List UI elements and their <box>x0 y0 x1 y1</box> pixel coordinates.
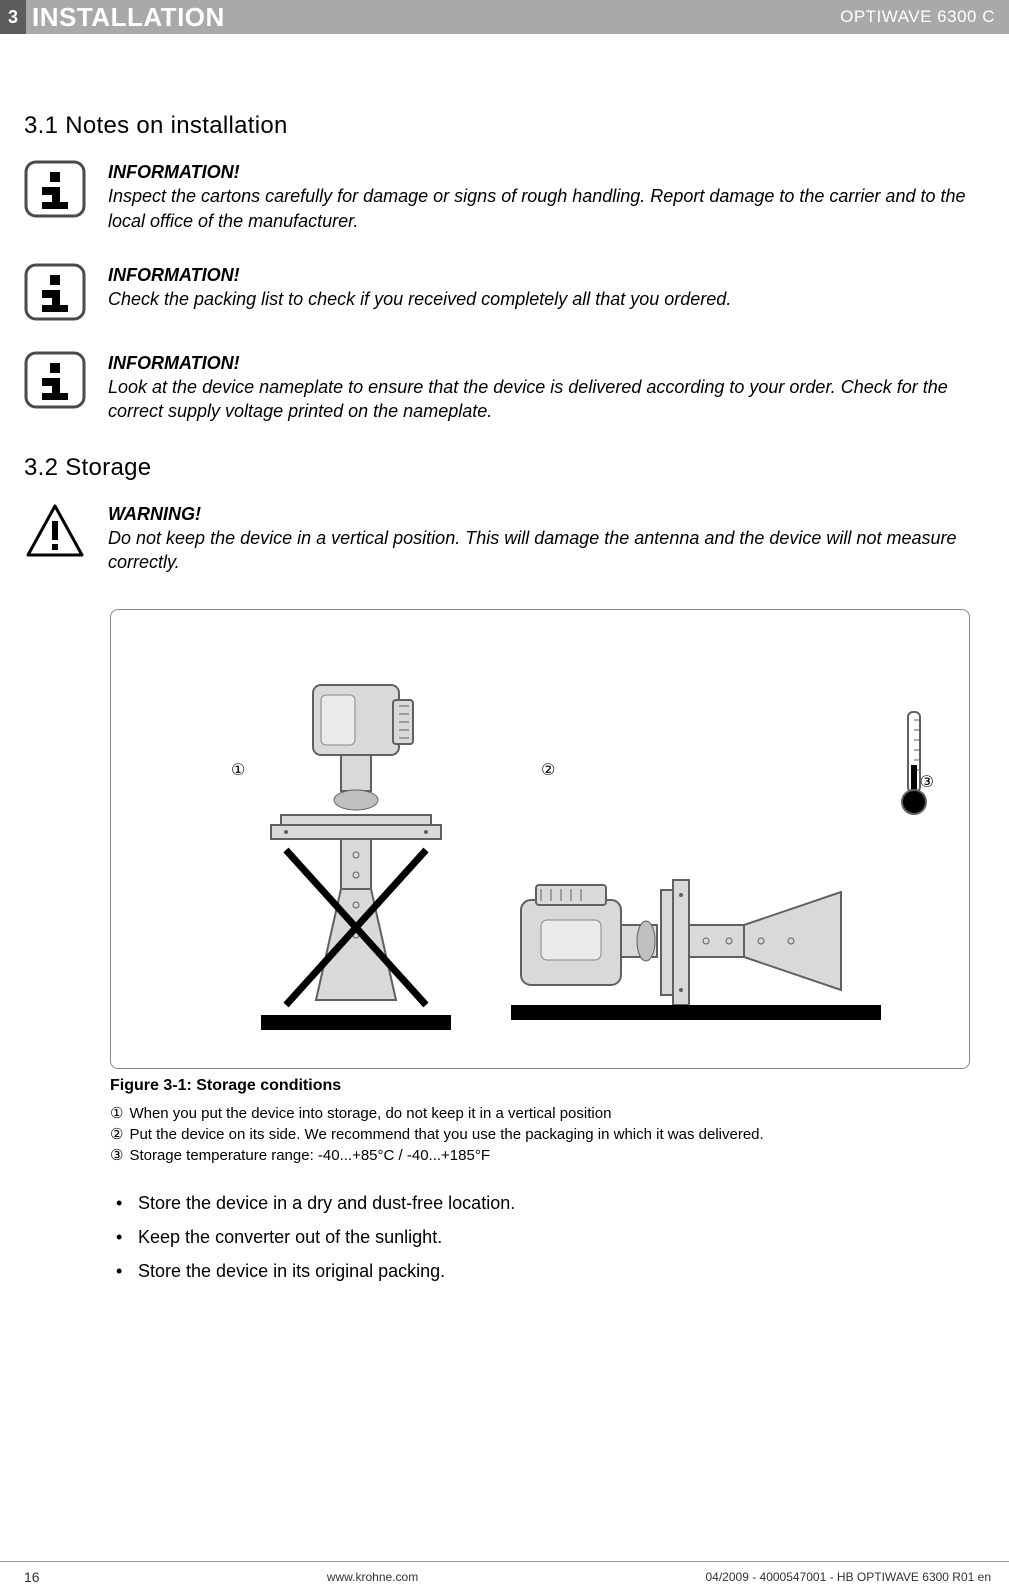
device-vertical-illustration <box>241 680 471 1055</box>
warning-note: WARNING! Do not keep the device in a ver… <box>24 502 979 575</box>
info-note-text: Check the packing list to check if you r… <box>108 287 979 311</box>
legend-item: ② Put the device on its side. We recomme… <box>110 1124 973 1145</box>
storage-bullet-list: Store the device in a dry and dust-free … <box>110 1186 979 1289</box>
legend-item: ① When you put the device into storage, … <box>110 1103 973 1124</box>
warning-note-text: Do not keep the device in a vertical pos… <box>108 526 979 575</box>
list-item: Store the device in a dry and dust-free … <box>110 1186 979 1220</box>
legend-num: ③ <box>110 1145 123 1166</box>
info-note-title: INFORMATION! <box>108 160 979 184</box>
info-note-title: INFORMATION! <box>108 263 979 287</box>
legend-text: Storage temperature range: -40...+85°C /… <box>129 1145 490 1166</box>
warning-note-body: WARNING! Do not keep the device in a ver… <box>108 502 979 575</box>
page-number: 16 <box>24 1569 40 1585</box>
legend-num: ② <box>110 1124 123 1145</box>
figure-box: ① ② ③ <box>110 609 970 1069</box>
warning-note-title: WARNING! <box>108 502 979 526</box>
warning-icon <box>24 502 86 560</box>
page-content: 3.1 Notes on installation INFORMATION! I… <box>0 112 1009 1288</box>
list-item: Keep the converter out of the sunlight. <box>110 1220 979 1254</box>
section-heading-3-1: 3.1 Notes on installation <box>24 112 979 140</box>
info-icon <box>24 351 86 409</box>
info-note-text: Look at the device nameplate to ensure t… <box>108 375 979 424</box>
page-header: 3 INSTALLATION OPTIWAVE 6300 C <box>0 0 1009 34</box>
header-left: 3 INSTALLATION <box>0 0 237 34</box>
info-note-body: INFORMATION! Look at the device nameplat… <box>108 351 979 424</box>
info-icon <box>24 263 86 321</box>
page-footer: 16 www.krohne.com 04/2009 - 4000547001 -… <box>0 1561 1009 1591</box>
info-note-body: INFORMATION! Check the packing list to c… <box>108 263 979 312</box>
figure-3-1: ① ② ③ <box>110 609 973 1166</box>
list-item: Store the device in its original packing… <box>110 1254 979 1288</box>
thermometer-icon <box>899 710 929 825</box>
info-note: INFORMATION! Inspect the cartons careful… <box>24 160 979 233</box>
info-note-body: INFORMATION! Inspect the cartons careful… <box>108 160 979 233</box>
legend-num: ① <box>110 1103 123 1124</box>
product-name: OPTIWAVE 6300 C <box>826 0 1009 34</box>
chapter-number: 3 <box>0 0 26 34</box>
info-note-title: INFORMATION! <box>108 351 979 375</box>
legend-text: When you put the device into storage, do… <box>129 1103 611 1124</box>
figure-legend: ① When you put the device into storage, … <box>110 1103 973 1166</box>
device-horizontal-illustration <box>511 840 891 1045</box>
info-note-text: Inspect the cartons carefully for damage… <box>108 184 979 233</box>
header-fill <box>237 0 826 34</box>
footer-docref: 04/2009 - 4000547001 - HB OPTIWAVE 6300 … <box>705 1570 991 1584</box>
info-note: INFORMATION! Look at the device nameplat… <box>24 351 979 424</box>
callout-2: ② <box>541 760 555 780</box>
footer-website: www.krohne.com <box>327 1570 418 1584</box>
figure-caption: Figure 3-1: Storage conditions <box>110 1077 973 1095</box>
section-heading-3-2: 3.2 Storage <box>24 454 979 482</box>
info-note: INFORMATION! Check the packing list to c… <box>24 263 979 321</box>
legend-item: ③ Storage temperature range: -40...+85°C… <box>110 1145 973 1166</box>
chapter-title: INSTALLATION <box>26 0 237 34</box>
info-icon <box>24 160 86 218</box>
legend-text: Put the device on its side. We recommend… <box>129 1124 763 1145</box>
